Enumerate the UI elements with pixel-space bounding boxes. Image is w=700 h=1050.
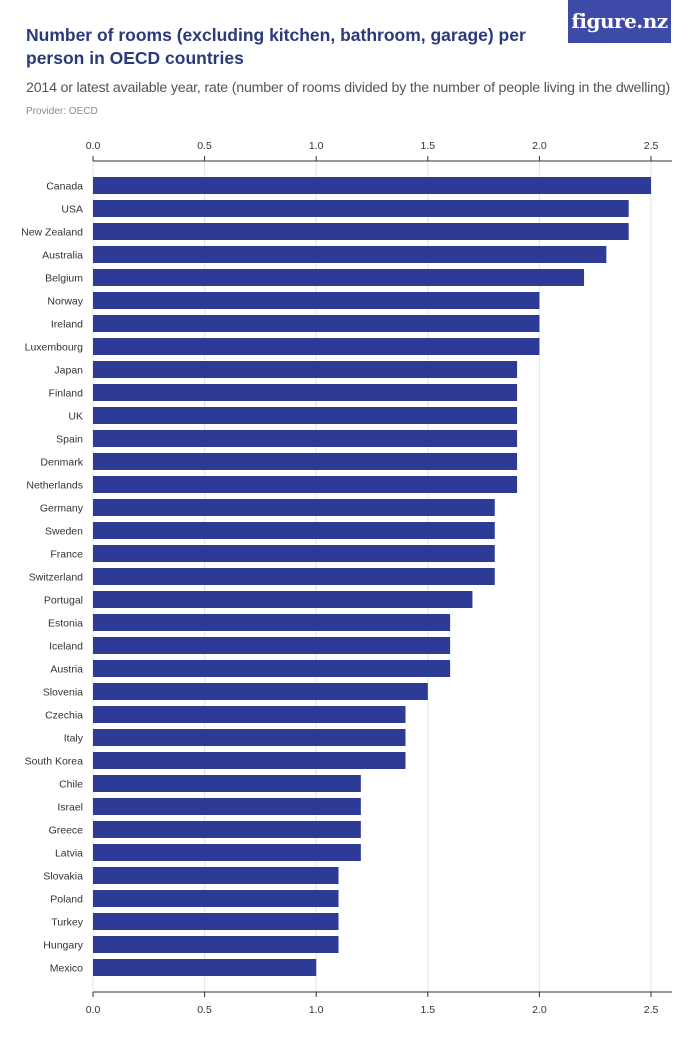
category-label: Portugal <box>44 595 83 607</box>
page-subtitle: 2014 or latest available year, rate (num… <box>26 80 671 96</box>
category-label: Slovenia <box>43 687 83 699</box>
bar <box>93 706 406 723</box>
bar <box>93 407 518 424</box>
x-tick-label-top: 0.0 <box>86 140 101 152</box>
category-label: Estonia <box>48 618 83 630</box>
x-tick-label-bottom: 0.5 <box>197 1004 212 1016</box>
bar <box>93 177 651 194</box>
bar <box>93 660 451 677</box>
bar <box>93 315 540 332</box>
x-tick-label-bottom: 0.0 <box>86 1004 101 1016</box>
category-label: South Korea <box>25 756 84 768</box>
category-label: New Zealand <box>21 227 83 239</box>
bar <box>93 269 585 286</box>
figure-nz-logo[interactable]: figure.nz <box>568 0 671 43</box>
category-label: Slovakia <box>43 871 83 883</box>
bar <box>93 246 607 263</box>
bar <box>93 453 518 470</box>
bar <box>93 545 495 562</box>
x-tick-label-top: 0.5 <box>197 140 212 152</box>
category-label: Netherlands <box>26 480 83 492</box>
bar <box>93 729 406 746</box>
category-label: Japan <box>54 365 83 377</box>
category-label: Poland <box>50 894 83 906</box>
bar <box>93 430 518 447</box>
x-tick-label-top: 2.0 <box>532 140 547 152</box>
category-label: Australia <box>42 250 83 262</box>
category-label: Latvia <box>55 848 83 860</box>
category-label: Austria <box>50 664 83 676</box>
x-tick-label-bottom: 1.5 <box>420 1004 435 1016</box>
provider-label: Provider: OECD <box>26 106 98 117</box>
bar <box>93 821 361 838</box>
category-label: France <box>50 549 83 561</box>
bar <box>93 637 451 654</box>
bar <box>93 476 518 493</box>
bar <box>93 591 473 608</box>
bar <box>93 867 339 884</box>
category-label: Canada <box>46 181 83 193</box>
x-tick-label-bottom: 2.0 <box>532 1004 547 1016</box>
bar <box>93 913 339 930</box>
bar <box>93 959 317 976</box>
category-label: Belgium <box>45 273 83 285</box>
bar <box>93 936 339 953</box>
bar <box>93 200 629 217</box>
bar <box>93 683 428 700</box>
bar <box>93 844 361 861</box>
category-label: Mexico <box>50 963 83 975</box>
x-tick-label-bottom: 2.5 <box>644 1004 659 1016</box>
category-label: Czechia <box>45 710 83 722</box>
x-tick-label-top: 1.0 <box>309 140 324 152</box>
bar <box>93 499 495 516</box>
bar <box>93 338 540 355</box>
category-label: Germany <box>40 503 84 515</box>
page-title: Number of rooms (excluding kitchen, bath… <box>26 25 526 68</box>
x-tick-label-top: 2.5 <box>644 140 659 152</box>
bar <box>93 384 518 401</box>
category-label: Switzerland <box>29 572 83 584</box>
bar <box>93 775 361 792</box>
x-tick-label-bottom: 1.0 <box>309 1004 324 1016</box>
category-label: Finland <box>49 388 84 400</box>
category-label: Italy <box>64 733 84 745</box>
bar <box>93 292 540 309</box>
category-label: Israel <box>57 802 83 814</box>
category-label: Turkey <box>51 917 83 929</box>
category-label: Ireland <box>51 319 83 331</box>
category-label: Iceland <box>49 641 83 653</box>
category-label: Chile <box>59 779 83 791</box>
bar <box>93 890 339 907</box>
category-label: Norway <box>47 296 83 308</box>
category-label: Sweden <box>45 526 83 538</box>
bar <box>93 223 629 240</box>
bar <box>93 798 361 815</box>
bar <box>93 568 495 585</box>
bar <box>93 522 495 539</box>
category-label: Hungary <box>43 940 83 952</box>
category-label: Luxembourg <box>25 342 84 354</box>
x-tick-label-top: 1.5 <box>420 140 435 152</box>
category-label: Greece <box>49 825 84 837</box>
category-label: Spain <box>56 434 83 446</box>
category-label: USA <box>61 204 83 216</box>
category-label: UK <box>68 411 83 423</box>
bar <box>93 752 406 769</box>
bar <box>93 361 518 378</box>
category-label: Denmark <box>40 457 83 469</box>
bar <box>93 614 451 631</box>
